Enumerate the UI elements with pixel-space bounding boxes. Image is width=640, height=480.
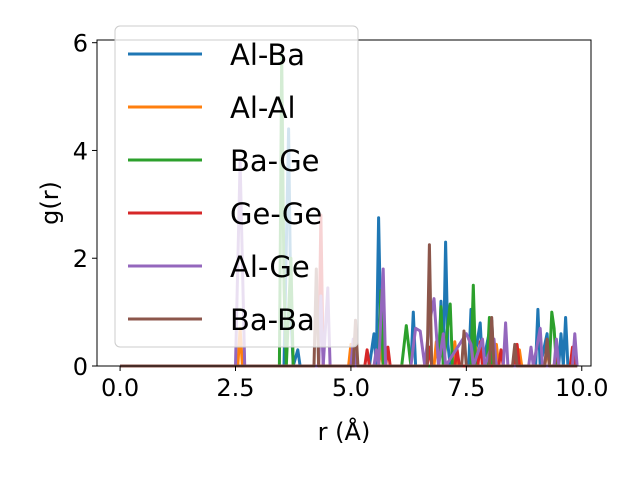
y-axis-label: g(r) xyxy=(36,181,64,225)
x-tick-label: 10.0 xyxy=(555,374,608,402)
legend-entry-label: Al-Al xyxy=(230,91,296,125)
y-tick-label: 6 xyxy=(73,30,88,58)
y-axis-ticks: 0 2 4 6 xyxy=(73,30,97,381)
legend-entry-label: Ba-Ge xyxy=(230,144,320,178)
x-tick-label: 7.5 xyxy=(447,374,485,402)
legend-entry-label: Al-Ba xyxy=(230,38,305,72)
y-tick-label: 4 xyxy=(73,137,88,165)
series-line-al-al xyxy=(120,326,578,368)
legend-box xyxy=(114,25,359,348)
x-tick-label: 5.0 xyxy=(332,374,370,402)
legend-entry-label: Ge-Ge xyxy=(230,197,322,231)
legend-entry-label: Al-Ge xyxy=(230,250,310,284)
x-tick-label: 2.5 xyxy=(216,374,254,402)
legend: Al-Ba Al-Al Ba-Ge Ge-Ge Al-Ge Ba-Ba xyxy=(114,25,359,348)
x-axis-ticks: 0.0 2.5 5.0 7.5 10.0 xyxy=(101,366,608,402)
y-tick-label: 0 xyxy=(73,353,88,381)
x-axis-label: r (Å) xyxy=(318,417,371,446)
legend-entry-label: Ba-Ba xyxy=(230,303,315,337)
y-tick-label: 2 xyxy=(73,245,88,273)
x-tick-label: 0.0 xyxy=(101,374,139,402)
